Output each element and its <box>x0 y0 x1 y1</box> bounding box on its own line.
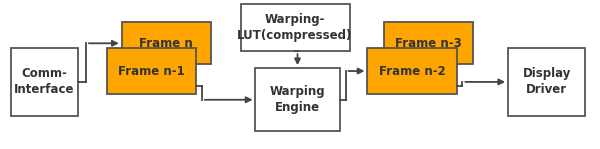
Text: Warping
Engine: Warping Engine <box>270 85 325 114</box>
Text: Comm-
Interface: Comm- Interface <box>14 67 74 96</box>
Text: Display
Driver: Display Driver <box>523 67 571 96</box>
Text: Frame n-2: Frame n-2 <box>379 65 445 77</box>
Bar <box>508 48 586 116</box>
Bar <box>122 22 211 64</box>
Bar <box>11 48 78 116</box>
Text: Frame n-3: Frame n-3 <box>395 37 462 50</box>
Text: Warping-
LUT(compressed): Warping- LUT(compressed) <box>238 13 353 42</box>
Bar <box>384 22 473 64</box>
Text: Frame n-1: Frame n-1 <box>118 65 185 77</box>
Bar <box>256 68 340 131</box>
Text: Frame n: Frame n <box>139 37 193 50</box>
Bar <box>107 48 196 94</box>
Bar <box>367 48 457 94</box>
Bar <box>241 4 350 51</box>
